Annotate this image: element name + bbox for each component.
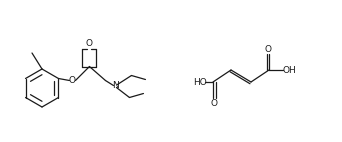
Text: O: O (86, 39, 93, 48)
Text: O: O (264, 44, 271, 54)
Text: O: O (211, 99, 218, 107)
Text: O: O (69, 76, 76, 85)
Text: N: N (112, 81, 119, 90)
Text: HO: HO (193, 78, 207, 86)
Text: OH: OH (282, 65, 296, 75)
